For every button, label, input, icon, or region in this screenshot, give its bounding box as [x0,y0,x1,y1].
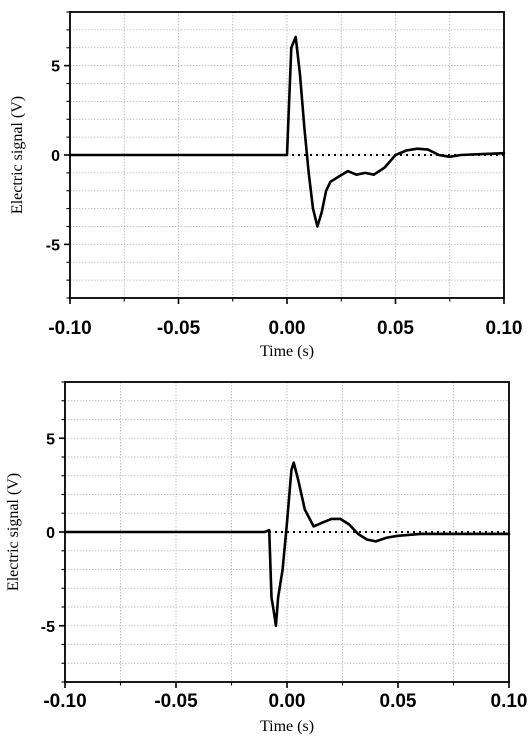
y-tick-label: -5 [46,237,60,254]
x-tick-label: -0.10 [48,318,91,339]
x-tick-label: -0.10 [43,691,86,712]
signal-series-line [68,35,506,228]
y-axis-label: Electric signal (V) [5,473,22,591]
y-tick-label: -5 [41,619,55,636]
y-tick-label: 5 [46,431,55,448]
x-tick-label: 0.00 [269,318,306,339]
chart-2: -0.10 -0.05 0.00 0.05 0.10 -5 0 5 Time (s) Electr… [5,381,528,735]
x-tick-label: 0.05 [380,691,417,712]
y-tick-label: 0 [46,525,55,542]
y-axis-label: Electric signal (V) [9,96,26,214]
signal-series-line [63,461,511,628]
x-tick-label: 0.10 [486,318,523,339]
chart-1: -0.10 -0.05 0.00 0.05 0.10 -5 0 5 Time (s) Electr… [9,11,523,360]
x-axis-label: Time (s) [260,343,314,360]
x-tick-label: 0.00 [269,691,306,712]
x-tick-label: 0.05 [377,318,414,339]
y-tick-label: 5 [51,59,60,76]
x-tick-label: -0.05 [157,318,201,339]
x-tick-label: 0.10 [491,691,528,712]
x-axis-label: Time (s) [260,718,314,735]
y-tick-label: 0 [51,148,60,165]
x-tick-label: -0.05 [154,691,198,712]
